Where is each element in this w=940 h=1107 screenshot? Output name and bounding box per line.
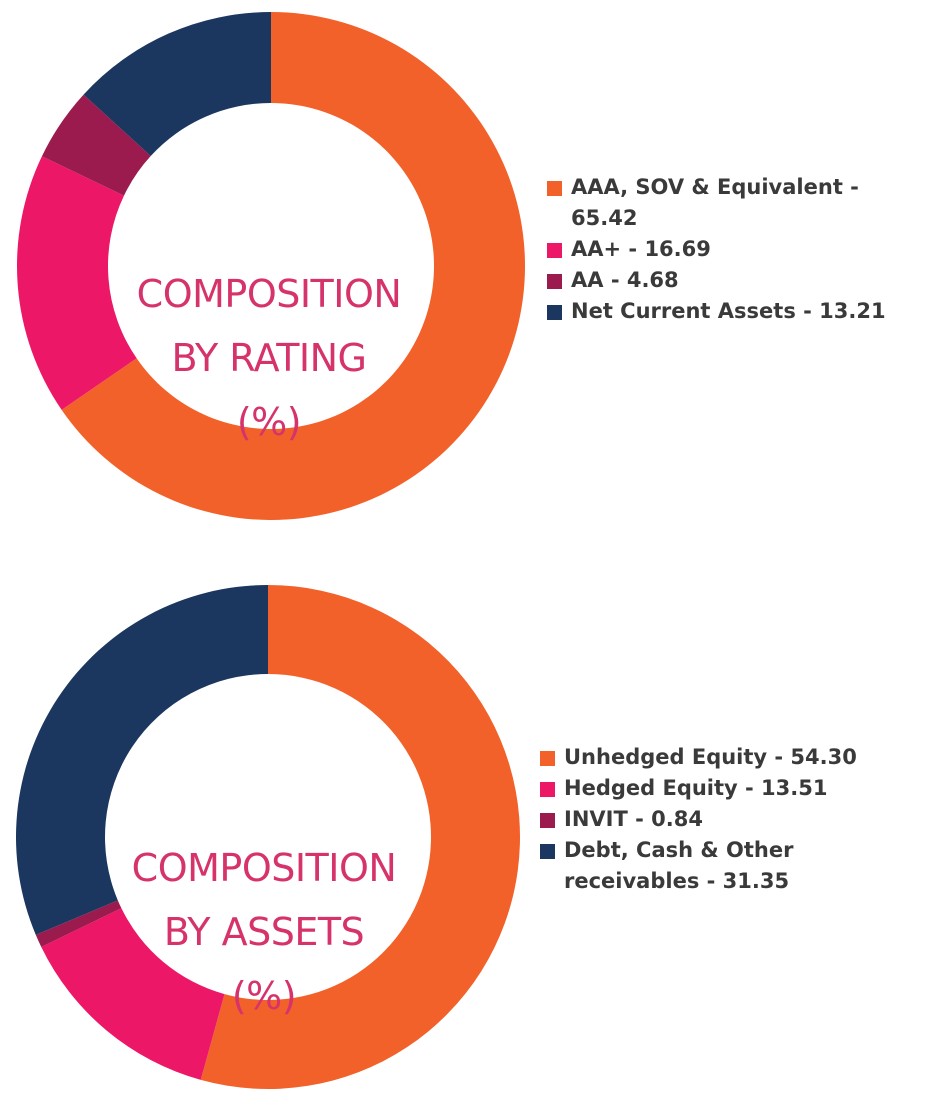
legend-label: Unhedged Equity - 54.30: [564, 745, 857, 769]
donut-slice-aa: [41, 94, 151, 196]
legend-label: INVIT - 0.84: [564, 807, 703, 831]
donut-slice-net-current-assets: [83, 12, 271, 156]
title-line: BY ASSETS: [163, 910, 365, 954]
legend-swatch: [547, 305, 562, 320]
title-line: COMPOSITION: [136, 272, 402, 316]
legend-swatch: [540, 844, 555, 859]
legend-item: Hedged Equity - 13.51: [540, 773, 935, 804]
legend-swatch: [540, 782, 555, 797]
legend-swatch: [540, 813, 555, 828]
legend-label: Net Current Assets - 13.21: [571, 299, 886, 323]
donut-slice-debt-cash-other-receivables: [15, 585, 268, 935]
donut-slice-aa: [17, 156, 137, 410]
legend-label: Debt, Cash & Other receivables - 31.35: [564, 838, 794, 893]
title-line: COMPOSITION: [131, 846, 397, 890]
legend-item: Debt, Cash & Other receivables - 31.35: [540, 835, 935, 897]
legend-swatch: [547, 181, 562, 196]
legend-swatch: [540, 751, 555, 766]
assets-chart: COMPOSITION BY ASSETS (%) Unhedged Equit…: [0, 570, 940, 1107]
donut-slice-aaa-sov-equivalent: [61, 12, 526, 520]
donut-slice-hedged-equity: [41, 908, 225, 1080]
legend-item: INVIT - 0.84: [540, 804, 935, 835]
assets-legend: Unhedged Equity - 54.30 Hedged Equity - …: [540, 742, 935, 897]
legend-swatch: [547, 243, 562, 258]
title-line: (%): [236, 400, 302, 444]
rating-legend: AAA, SOV & Equivalent - 65.42 AA+ - 16.6…: [547, 172, 907, 327]
rating-donut: [17, 12, 526, 520]
rating-chart: COMPOSITION BY RATING (%) AAA, SOV & Equ…: [0, 0, 940, 540]
legend-label: AA - 4.68: [571, 268, 679, 292]
legend-swatch: [547, 274, 562, 289]
legend-item: Net Current Assets - 13.21: [547, 296, 907, 327]
legend-label: AA+ - 16.69: [571, 237, 711, 261]
title-line: BY RATING: [171, 336, 367, 380]
title-line: (%): [231, 974, 297, 1018]
rating-chart-title: COMPOSITION BY RATING (%): [89, 262, 449, 454]
legend-label: Hedged Equity - 13.51: [564, 776, 828, 800]
donut-slice-unhedged-equity: [200, 585, 520, 1089]
legend-label: AAA, SOV & Equivalent - 65.42: [571, 175, 859, 230]
legend-item: AA+ - 16.69: [547, 234, 907, 265]
legend-item: AAA, SOV & Equivalent - 65.42: [547, 172, 907, 234]
assets-donut: [15, 585, 520, 1089]
assets-chart-title: COMPOSITION BY ASSETS (%): [84, 836, 444, 1028]
legend-item: AA - 4.68: [547, 265, 907, 296]
donut-slice-invit: [35, 900, 122, 948]
legend-item: Unhedged Equity - 54.30: [540, 742, 935, 773]
